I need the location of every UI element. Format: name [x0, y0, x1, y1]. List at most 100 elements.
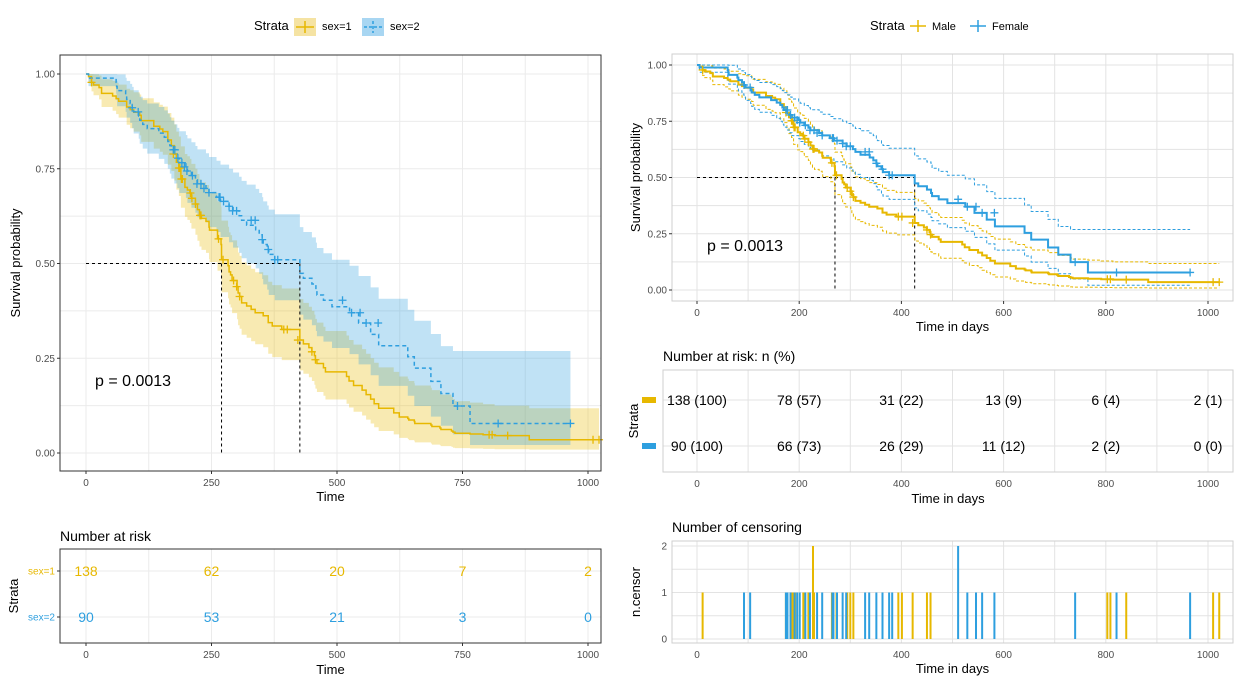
censor-mark-sex2: [374, 319, 383, 328]
censor-mark-female: [1071, 258, 1080, 267]
censor-bar-female: [875, 592, 878, 639]
censor-bar-male: [701, 592, 704, 639]
censor-mark-male: [1122, 275, 1131, 284]
right-risk-table: Number at risk: n (%) 138 (100) 78 (57) 31 …: [626, 348, 1234, 506]
risk-count: 21: [329, 609, 345, 625]
x-tick-label: 600: [995, 650, 1012, 661]
censor-mark-sex2: [347, 308, 356, 317]
legend-label-sex1: sex=1: [322, 21, 352, 33]
y-tick-label: 0: [661, 635, 667, 646]
legend-key-male-icon: [910, 20, 926, 32]
censor-mark-female: [972, 202, 981, 211]
censor-bar-male: [1125, 592, 1128, 639]
censor-mark-sex2: [182, 167, 191, 176]
censor-mark-sex1: [196, 211, 205, 220]
censor-bar-female: [881, 592, 884, 639]
x-tick-label: 200: [791, 308, 808, 319]
censor-mark-male: [698, 65, 707, 74]
risk-count: 20: [329, 563, 345, 579]
censor-bar-male: [790, 592, 793, 639]
censor-mark-sex2: [128, 103, 137, 112]
censor-mark-female: [978, 208, 987, 217]
y-tick-label: 0.00: [36, 449, 56, 460]
censor-bar-female: [841, 592, 844, 639]
censor-mark-sex2: [219, 197, 228, 206]
y-tick-label: 0.25: [36, 354, 56, 365]
censor-bar-male: [791, 592, 794, 639]
censor-bar-female: [798, 592, 801, 639]
censor-bar-female: [957, 546, 960, 639]
x-tick-label: 500: [329, 650, 346, 661]
risk-count: 6 (4): [1091, 392, 1120, 408]
censor-bar-male: [1212, 592, 1215, 639]
y-axis-title: Strata: [6, 578, 21, 613]
censor-bar-female: [975, 592, 978, 639]
censor-mark-male: [926, 230, 935, 239]
x-tick-label: 0: [83, 650, 89, 661]
censor-bar-female: [1189, 592, 1192, 639]
censor-mark-female: [818, 131, 827, 140]
x-tick-label: 600: [995, 308, 1012, 319]
risk-count: 66 (73): [777, 438, 821, 454]
strata-label: sex=1: [28, 567, 55, 578]
y-tick-label: 0.25: [648, 229, 668, 240]
censor-mark-female: [786, 110, 795, 119]
censor-mark-male: [791, 123, 800, 132]
risk-values: 138 (100) 78 (57) 31 (22) 13 (9) 6 (4) 2 (1) 9…: [667, 392, 1222, 454]
x-tick-label: 750: [454, 478, 471, 489]
right-censor-plot: Number of censoring 0 1 2 0 200 400 600 800 1000 T…: [628, 519, 1234, 676]
censor-mark-male: [1215, 278, 1224, 287]
x-tick-label: 800: [1097, 308, 1114, 319]
censor-mark-sex1: [214, 234, 223, 243]
table-border: [59, 548, 602, 644]
censor-mark-male: [922, 225, 931, 234]
censor-bar-female: [832, 592, 835, 639]
censor-bar-male: [813, 592, 816, 639]
x-axis-title: Time: [316, 662, 344, 677]
censor-bar-female: [808, 592, 811, 639]
x-axis-title: Time: [316, 489, 344, 504]
censor-mark-sex2: [566, 419, 575, 428]
ci-ribbon-sex2: [86, 74, 571, 446]
censor-mark-male: [897, 212, 906, 221]
y-tick-label: 1.00: [36, 70, 56, 81]
risk-count: 62: [204, 563, 220, 579]
censor-mark-sex1: [186, 189, 195, 198]
risk-count: 3: [459, 609, 467, 625]
ci-upper-female: [697, 64, 1191, 230]
censor-mark-sex1: [283, 325, 292, 334]
censor-mark-female: [783, 106, 792, 114]
censor-bar-male: [897, 592, 900, 639]
left-km-plot: p = 0.0013 0.00 0.25 0.50 0.75 1.00 0 250 500 750…: [8, 54, 604, 504]
censor-mark-sex1: [488, 430, 497, 439]
censor-mark-sex1: [307, 347, 316, 356]
risk-count: 78 (57): [777, 392, 821, 408]
legend-key-sex1-icon: [296, 21, 314, 33]
risk-count: 90: [78, 609, 94, 625]
x-tick-label: 1000: [1197, 308, 1220, 319]
risk-count: 2 (1): [1194, 392, 1223, 408]
x-tick-label: 750: [454, 650, 471, 661]
censor-bar-male: [846, 592, 849, 639]
risk-count: 53: [204, 609, 220, 625]
left-risk-table: Number at risk sex=1 138 62 20 7 2 sex=2 90 53 21 3…: [6, 528, 602, 677]
censor-mark-female: [888, 171, 897, 180]
y-tick-label: 1.00: [648, 61, 668, 72]
risk-count: 31 (22): [879, 392, 923, 408]
censor-bar-female: [804, 592, 807, 639]
censor-mark-sex1: [595, 435, 604, 444]
y-tick-label: 2: [661, 542, 667, 553]
censor-bar-female: [743, 592, 746, 639]
x-tick-label: 1000: [577, 478, 600, 489]
censor-bar-female: [864, 592, 867, 639]
censor-mark-female: [990, 208, 999, 217]
censor-bar-male: [1109, 592, 1112, 639]
censor-bar-male: [849, 592, 852, 639]
censor-mark-female: [795, 118, 804, 127]
p-value-label: p = 0.0013: [707, 238, 783, 255]
censor-mark-sex1: [229, 276, 238, 285]
censor-mark-female: [846, 142, 855, 151]
censor-mark-male: [800, 134, 809, 143]
censor-bar-male: [900, 592, 903, 639]
strata-color-key: [642, 397, 656, 403]
